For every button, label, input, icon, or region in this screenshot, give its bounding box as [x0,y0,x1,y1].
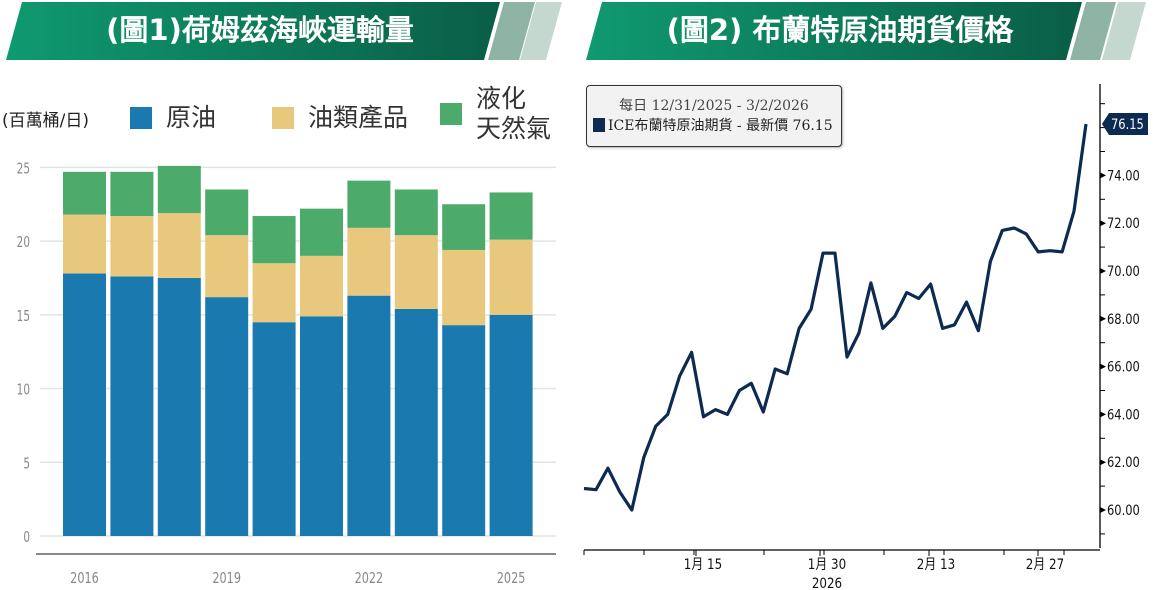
y-tick-marker [1100,507,1106,513]
chart2-title: (圖2) 布蘭特原油期貨價格 [666,13,1014,47]
price-line [583,123,1088,512]
y-tick-marker [1100,267,1106,274]
chart-brent-line: 60.00 62.00 64.00 66.00 68.00 70.00 72.00 74.00… [583,84,1148,590]
bar-segment [300,255,343,317]
bar-segment [110,171,154,217]
x-tick-label: 2月 13 [917,557,955,573]
x-tick-label: 2022 [355,571,384,588]
legend-swatch-products [272,107,294,129]
bar-segment [442,249,486,326]
panel-strait-of-hormuz: (圖1)荷姆茲海峽運輸量 (百萬桶/日) 原油 油類產品 液化 天然氣 0 5 10… [0,0,580,588]
legend-label-crude: 原油 [166,103,217,132]
banner-2: (圖2) 布蘭特原油期貨價格 [580,0,1160,62]
series-swatch [593,118,605,132]
bar-segment [63,171,106,215]
bar-segment [157,165,201,214]
x-year-label: 2026 [812,576,842,590]
bar-segment [489,239,533,315]
bar-segment [252,216,296,264]
bar-segment [157,213,201,278]
panel-brent-futures: (圖2) 布蘭特原油期貨價格 60.00 62.00 64.00 66.00 68.00… [580,0,1160,590]
bar-segment [110,216,154,277]
y-tick-label: 60.00 [1107,503,1140,519]
x-tick-label: 2019 [212,571,241,588]
y-tick-marker [1100,459,1106,466]
y-tick-label: 25 [17,161,30,178]
unit-label: (百萬桶/日) [2,111,89,131]
y-tick-label: 74.00 [1107,168,1140,184]
bar-segment [442,325,486,536]
y-tick-label: 0 [23,529,30,546]
bar-segment [394,235,438,309]
bar-segment [394,189,438,236]
bar-segment [157,277,201,536]
legend-label-lng-line1: 液化 [476,84,527,113]
chart2-info-box: 每日 12/31/2025 - 3/2/2026 ICE布蘭特原油期貨 - 最新… [586,85,842,147]
y-tick-label: 70.00 [1107,264,1140,280]
y-tick-marker [1100,315,1106,322]
last-value-label: 76.15 [1111,117,1144,133]
y-tick-label: 20 [17,234,30,251]
series-legend: ICE布蘭特原油期貨 - 最新價 76.15 [593,115,833,135]
legend-swatch-crude [130,107,152,129]
y-tick-label: 68.00 [1107,312,1140,328]
y-tick-label: 15 [17,308,30,325]
series-legend-label: ICE布蘭特原油期貨 - 最新價 76.15 [608,118,833,134]
bar-segment [394,308,438,536]
y-tick-label: 10 [17,382,30,399]
x-tick-label: 2月 27 [1026,557,1064,573]
banner-2-background [586,2,1146,60]
y-tick-marker [1100,172,1106,179]
bar-segment [205,297,249,536]
bar-segment [442,204,486,250]
bar-segment [300,208,343,256]
y-tick-label: 5 [23,456,30,473]
bar-segment [205,235,249,298]
banner-1-background [6,2,562,60]
bar-segment [489,192,533,240]
y-tick-label: 62.00 [1107,455,1140,471]
date-range-label: 每日 12/31/2025 - 3/2/2026 [619,98,809,114]
x-tick-label: 1月 30 [808,557,846,573]
bar-segment [205,189,249,236]
legend-label-lng-line2: 天然氣 [476,114,552,143]
legend-item-crude: 原油 [130,103,216,133]
bar-segment [489,314,533,536]
bar-segment [300,316,343,536]
legend-item-lng: 液化 天然氣 [440,84,551,144]
legend-label-products: 油類產品 [308,103,409,132]
bar-segment [347,295,391,536]
legend-swatch-lng [440,103,462,125]
bar-segment [63,214,106,274]
chart1-title: (圖1)荷姆茲海峽運輸量 [106,13,414,47]
banner-1: (圖1)荷姆茲海峽運輸量 [0,0,580,62]
bar-segment [252,263,296,323]
y-tick-label: 64.00 [1107,407,1140,423]
x-tick-label: 2016 [70,571,99,588]
x-tick-label: 2025 [497,571,526,588]
last-value-tag [1102,113,1148,135]
y-tick-label: 66.00 [1107,360,1140,376]
bar-segment [347,180,391,228]
y-tick-label: 72.00 [1107,216,1140,232]
x-tick-label: 1月 15 [684,557,722,573]
y-tick-marker [1100,220,1106,227]
y-tick-marker [1100,411,1106,418]
bar-segment [252,322,296,536]
y-tick-marker [1100,363,1106,370]
bar-segment [63,273,106,536]
bar-segment [347,227,391,296]
bar-segment [110,276,154,536]
legend-item-products: 油類產品 [272,103,408,133]
